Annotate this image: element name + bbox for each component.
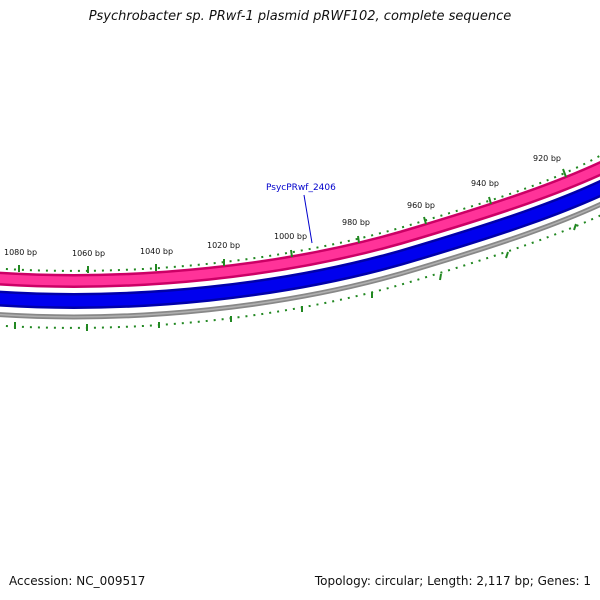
tick-label-1040: 1040 bp [140, 247, 173, 256]
tick-label-1020: 1020 bp [207, 241, 240, 250]
gene-label-psycprwf-2406[interactable]: PsycPRwf_2406 [266, 183, 336, 193]
forward-feature-band[interactable] [0, 163, 600, 286]
major-tick-980: 980 bp [342, 218, 373, 298]
major-tick-960: 960 bp [407, 201, 442, 281]
major-tick-920: 920 bp [533, 154, 577, 231]
major-tick-1080: 1080 bp [4, 248, 37, 329]
gene-label-leader [303, 194, 313, 244]
tick-label-960: 960 bp [407, 201, 435, 210]
page-title: Psychrobacter sp. PRwf-1 plasmid pRWF102… [88, 9, 512, 24]
reverse-gene-band[interactable] [0, 182, 600, 307]
summary-text: Topology: circular; Length: 2,117 bp; Ge… [314, 574, 591, 588]
major-tick-1060: 1060 bp [72, 249, 105, 331]
tick-label-1000: 1000 bp [274, 232, 307, 241]
accession-text: Accession: NC_009517 [9, 574, 146, 588]
tick-label-1080: 1080 bp [4, 248, 37, 257]
inner-tick-ring [0, 214, 600, 329]
major-tick-940: 940 bp [471, 179, 509, 259]
backbone-ring-inner [0, 203, 600, 318]
major-tick-1040: 1040 bp [140, 247, 173, 328]
outer-tick-ring [0, 154, 600, 272]
tick-label-920: 920 bp [533, 154, 561, 163]
tick-label-980: 980 bp [342, 218, 370, 227]
tick-label-1060: 1060 bp [72, 249, 105, 258]
major-tick-1000: 1000 bp [274, 232, 307, 312]
tick-label-940: 940 bp [471, 179, 499, 188]
major-tick-1020: 1020 bp [207, 241, 240, 322]
